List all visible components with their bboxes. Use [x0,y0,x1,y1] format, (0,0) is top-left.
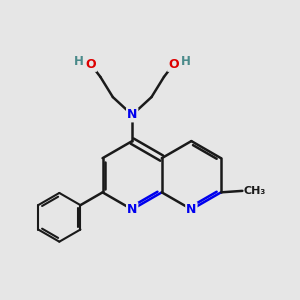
Text: N: N [127,203,137,216]
Text: O: O [168,58,179,71]
Text: N: N [127,108,137,122]
Text: CH₃: CH₃ [244,186,266,196]
Text: H: H [181,55,191,68]
Text: N: N [186,203,197,216]
Text: O: O [85,58,96,71]
Text: H: H [74,55,83,68]
